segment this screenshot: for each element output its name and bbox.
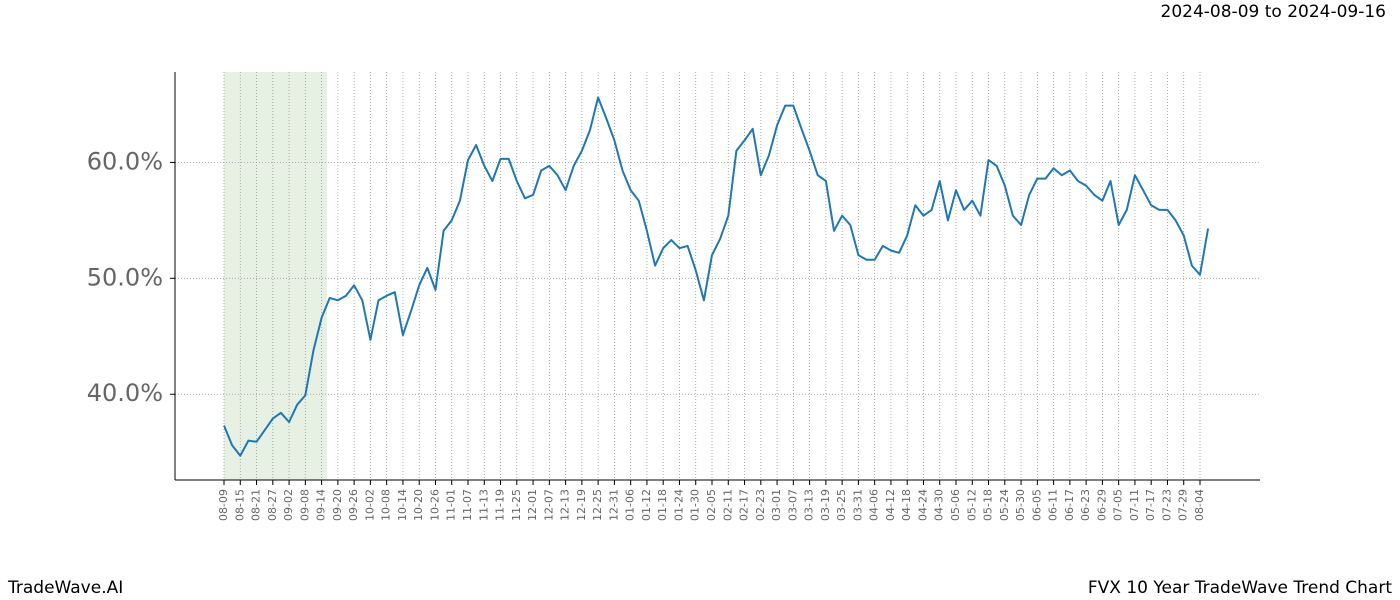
x-tick-label: 01-06 [624,489,637,521]
x-tick-label: 12-01 [526,489,539,521]
x-tick-label: 02-11 [721,489,734,521]
x-tick-label: 12-31 [607,489,620,521]
x-tick-label: 08-21 [250,489,263,521]
x-tick-label: 03-31 [851,489,864,521]
x-tick-label: 07-23 [1160,489,1173,521]
x-tick-label: 09-14 [315,489,328,521]
x-tick-label: 06-17 [1063,489,1076,521]
x-tick-label: 05-12 [965,489,978,521]
x-tick-label: 01-30 [689,489,702,521]
x-tick-label: 05-18 [982,489,995,521]
x-tick-label: 08-15 [233,489,246,521]
x-tick-label: 10-02 [363,489,376,521]
x-tick-label: 02-23 [754,489,767,521]
y-tick-label: 50.0% [87,263,163,291]
x-tick-label: 02-17 [738,489,751,521]
x-tick-label: 08-04 [1193,489,1206,521]
x-tick-label: 04-06 [868,489,881,521]
x-tick-label: 03-13 [803,489,816,521]
x-tick-label: 12-07 [542,489,555,521]
x-tick-label: 01-24 [672,489,685,521]
x-tick-label: 10-20 [412,489,425,521]
y-tick-label: 40.0% [87,379,163,407]
x-tick-label: 05-24 [998,489,1011,521]
x-tick-label: 04-24 [916,489,929,521]
chart-title: 2024-08-09 to 2024-09-16 [1161,2,1386,22]
x-tick-label: 04-18 [900,489,913,521]
x-tick-label: 09-02 [282,489,295,521]
footer-title: FVX 10 Year TradeWave Trend Chart [1088,578,1392,598]
x-tick-label: 07-05 [1112,489,1125,521]
x-tick-label: 03-19 [819,489,832,521]
x-tick-label: 06-29 [1095,489,1108,521]
x-tick-label: 01-12 [640,489,653,521]
x-tick-label: 09-08 [298,489,311,521]
x-tick-label: 12-25 [591,489,604,521]
x-tick-label: 03-25 [835,489,848,521]
x-tick-label: 06-05 [1030,489,1043,521]
x-tick-label: 08-27 [266,489,279,521]
x-tick-label: 03-01 [770,489,783,521]
x-tick-label: 07-29 [1177,489,1190,521]
x-tick-label: 11-19 [494,489,507,521]
x-tick-label: 10-26 [428,489,441,521]
x-tick-label: 10-08 [380,489,393,521]
x-tick-label: 11-13 [477,489,490,521]
x-tick-label: 02-05 [705,489,718,521]
x-tick-label: 07-11 [1128,489,1141,521]
x-tick-label: 09-20 [331,489,344,521]
x-tick-label: 11-07 [461,489,474,521]
brand: TradeWave.AI [7,578,123,598]
trend-line [223,96,1210,457]
x-tick-label: 06-11 [1047,489,1060,521]
y-tick-label: 60.0% [87,147,163,175]
x-tick-label: 10-14 [396,489,409,521]
x-tick-label: 11-01 [445,489,458,521]
x-tick-label: 04-12 [884,489,897,521]
x-tick-label: 05-30 [1014,489,1027,521]
highlight-span [224,72,328,480]
x-tick-label: 08-09 [217,489,230,521]
x-tick-label: 05-06 [949,489,962,521]
x-tick-label: 01-18 [656,489,669,521]
x-tick-label: 12-13 [559,489,572,521]
x-tick-label: 12-19 [575,489,588,521]
x-tick-label: 06-23 [1079,489,1092,521]
x-tick-label: 11-25 [510,489,523,521]
x-tick-label: 07-17 [1144,489,1157,521]
x-tick-label: 09-26 [347,489,360,521]
x-tick-label: 04-30 [933,489,946,521]
x-tick-label: 03-07 [786,489,799,521]
